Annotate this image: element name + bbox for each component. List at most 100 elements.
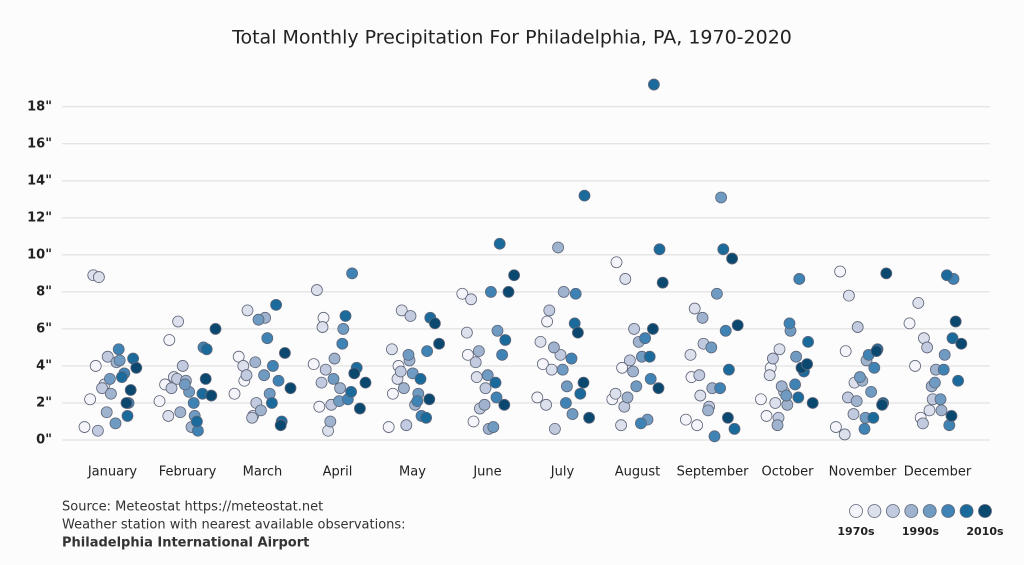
data-point bbox=[534, 335, 547, 348]
data-point bbox=[490, 391, 503, 404]
data-point bbox=[790, 350, 802, 363]
data-point bbox=[120, 397, 133, 409]
data-point bbox=[783, 317, 796, 330]
station-note: Weather station with nearest available o… bbox=[62, 518, 406, 533]
data-point bbox=[124, 384, 137, 396]
data-point bbox=[348, 367, 361, 380]
data-point bbox=[359, 376, 372, 389]
data-point bbox=[865, 385, 877, 398]
data-point bbox=[334, 382, 347, 395]
data-point bbox=[851, 321, 864, 333]
y-tick-label: 10" bbox=[27, 247, 52, 262]
x-tick-label: July bbox=[550, 465, 575, 480]
data-point bbox=[465, 293, 478, 306]
data-point bbox=[937, 363, 950, 376]
data-point bbox=[176, 360, 189, 372]
data-point bbox=[324, 415, 337, 428]
data-point bbox=[780, 389, 793, 402]
data-point bbox=[619, 273, 632, 285]
legend-label: 2010s bbox=[966, 525, 1004, 538]
data-point bbox=[684, 348, 697, 361]
data-point bbox=[307, 358, 320, 370]
data-point bbox=[552, 241, 564, 254]
data-point bbox=[767, 352, 779, 365]
data-point bbox=[165, 382, 178, 395]
data-point bbox=[433, 337, 446, 350]
data-point bbox=[566, 408, 579, 420]
data-point bbox=[163, 334, 176, 346]
data-point bbox=[843, 289, 855, 302]
data-point bbox=[838, 428, 851, 441]
data-point bbox=[643, 350, 656, 363]
data-point bbox=[537, 358, 549, 370]
data-point bbox=[705, 341, 718, 354]
data-point bbox=[921, 341, 933, 354]
data-point bbox=[172, 315, 185, 328]
data-point bbox=[93, 271, 105, 283]
x-tick-label: January bbox=[87, 465, 138, 480]
data-point bbox=[717, 243, 730, 256]
data-point bbox=[469, 356, 482, 369]
data-point bbox=[258, 369, 271, 382]
data-point bbox=[327, 373, 340, 385]
legend-swatch bbox=[978, 504, 992, 518]
data-point bbox=[760, 410, 773, 422]
data-point bbox=[310, 284, 323, 296]
data-point bbox=[404, 310, 417, 322]
data-point bbox=[104, 373, 116, 385]
data-point bbox=[793, 273, 806, 285]
data-point bbox=[130, 361, 143, 374]
data-point bbox=[487, 421, 500, 433]
data-point bbox=[909, 360, 921, 372]
data-point bbox=[265, 397, 278, 409]
data-point bbox=[801, 358, 813, 370]
data-point bbox=[162, 410, 175, 422]
data-point bbox=[187, 397, 200, 409]
data-point bbox=[610, 256, 623, 269]
data-point bbox=[722, 411, 734, 424]
data-point bbox=[616, 361, 628, 374]
data-point bbox=[763, 369, 776, 382]
data-point bbox=[565, 352, 578, 365]
data-point bbox=[554, 348, 567, 361]
y-tick-label: 8" bbox=[36, 284, 52, 299]
data-point bbox=[949, 315, 962, 328]
data-point bbox=[261, 332, 274, 345]
data-point bbox=[116, 371, 128, 383]
data-point bbox=[615, 419, 627, 432]
data-point bbox=[574, 387, 587, 400]
data-point bbox=[806, 397, 819, 409]
data-point bbox=[656, 276, 669, 289]
x-tick-label: December bbox=[904, 465, 972, 480]
data-point bbox=[336, 337, 349, 350]
data-point bbox=[691, 419, 703, 432]
data-point bbox=[870, 345, 883, 358]
data-point bbox=[952, 374, 964, 387]
data-point bbox=[319, 363, 332, 376]
data-point bbox=[240, 369, 253, 382]
data-point bbox=[395, 304, 408, 317]
data-point bbox=[100, 406, 113, 419]
data-point bbox=[92, 424, 104, 437]
legend-swatch bbox=[885, 504, 900, 518]
data-point bbox=[498, 398, 511, 411]
data-point bbox=[775, 380, 788, 393]
data-point bbox=[411, 395, 424, 408]
data-point bbox=[274, 419, 287, 432]
data-point bbox=[101, 350, 114, 363]
data-point bbox=[178, 378, 191, 391]
data-point bbox=[830, 421, 842, 433]
data-point bbox=[499, 334, 512, 346]
x-tick-label: March bbox=[243, 465, 283, 480]
data-point bbox=[508, 269, 520, 282]
y-tick-label: 2" bbox=[36, 395, 52, 410]
data-point bbox=[420, 411, 433, 424]
data-point bbox=[726, 252, 738, 265]
data-point bbox=[484, 285, 497, 298]
data-point bbox=[541, 315, 553, 328]
data-point bbox=[414, 373, 427, 385]
x-tick-label: October bbox=[761, 465, 814, 480]
data-point bbox=[572, 326, 584, 339]
data-point bbox=[627, 365, 639, 378]
